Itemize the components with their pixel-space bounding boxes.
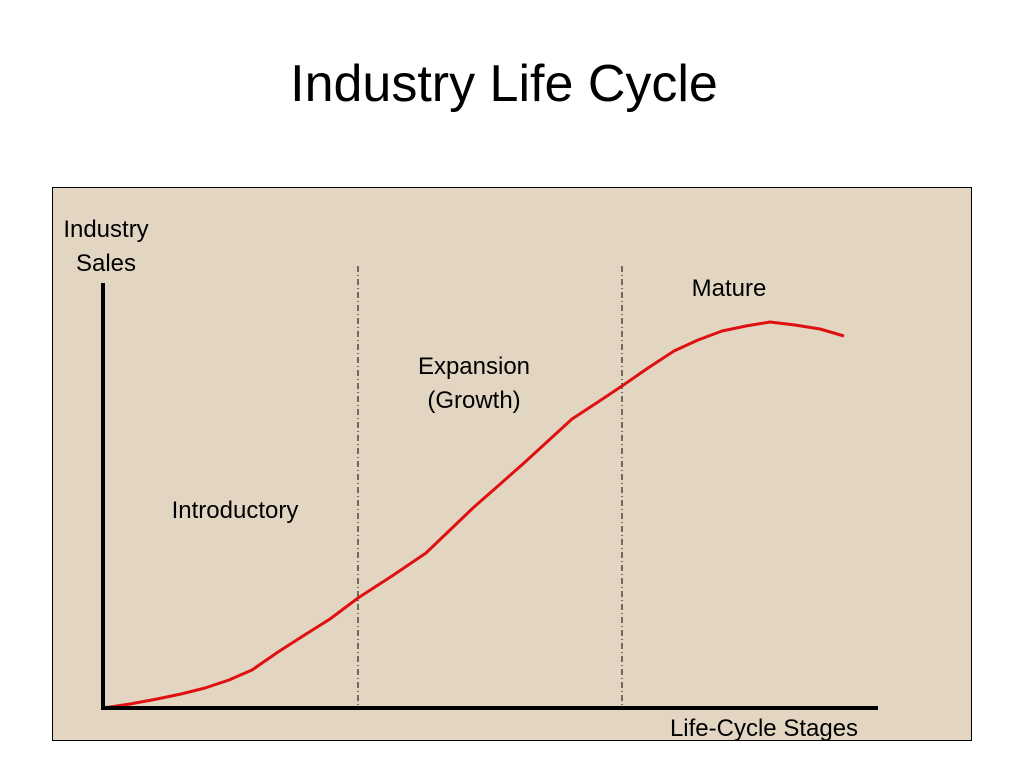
stage-label-growth: (Growth) [427, 387, 520, 414]
stage-label-introductory: Introductory [172, 497, 299, 524]
x-axis-label: Life-Cycle Stages [670, 715, 858, 742]
slide-title: Industry Life Cycle [290, 55, 718, 113]
y-axis-label-line-1: Industry [63, 216, 148, 243]
sales-curve [103, 320, 845, 710]
stage-label-expansion: Expansion [418, 353, 530, 380]
diagram-frame [52, 187, 972, 741]
y-axis-label-line-2: Sales [76, 250, 136, 277]
stage-label-mature: Mature [692, 275, 767, 302]
